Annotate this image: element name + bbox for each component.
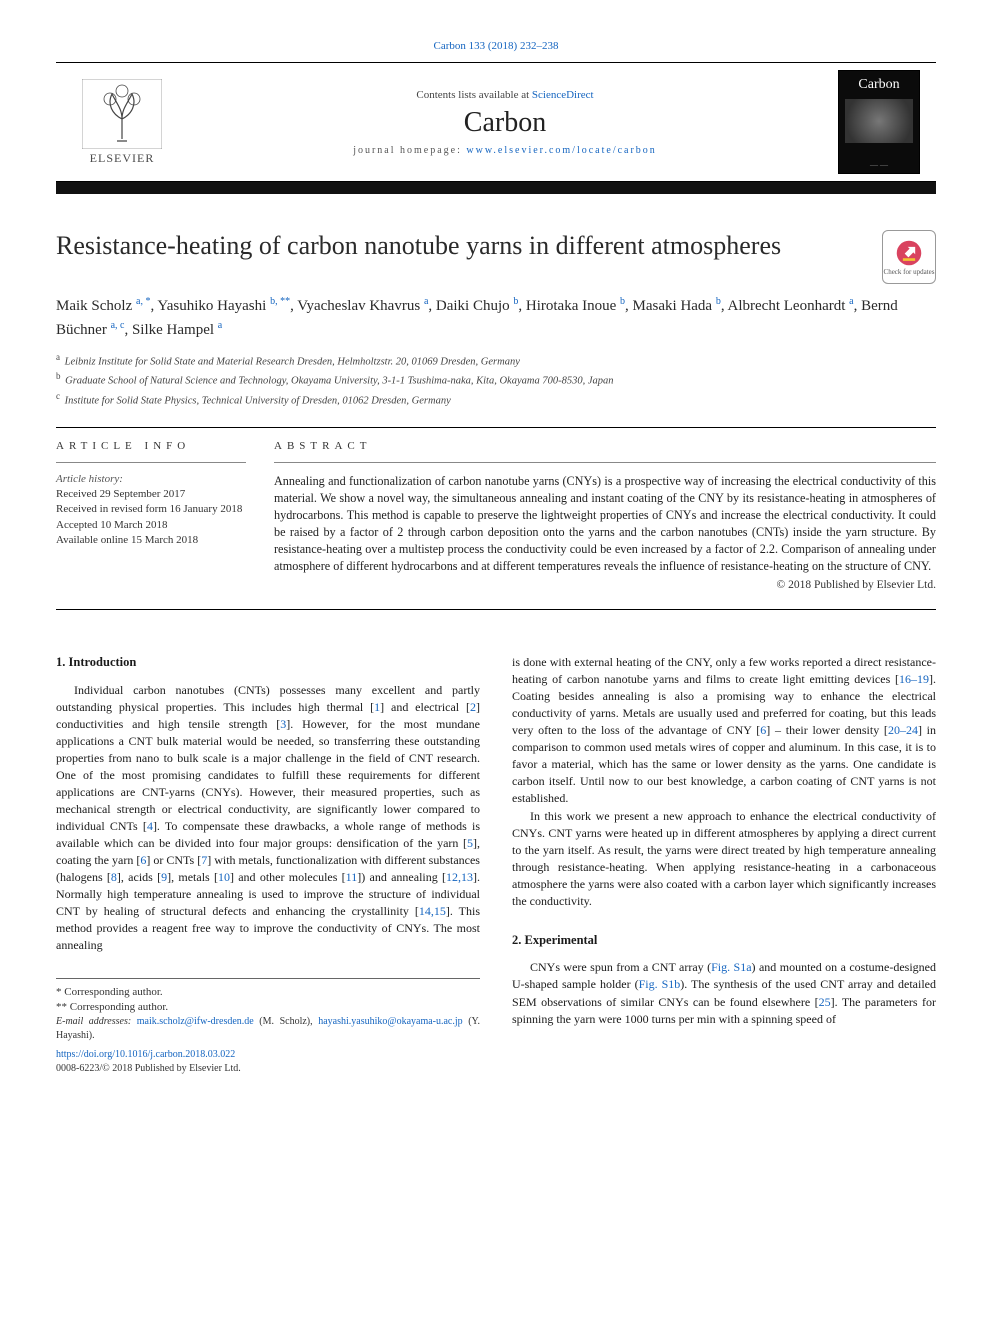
email-label: E-mail addresses: [56,1016,137,1027]
dark-bar [56,182,936,194]
contents-line: Contents lists available at ScienceDirec… [416,89,593,101]
issn-line: 0008-6223/© 2018 Published by Elsevier L… [56,1062,480,1076]
author-affiliation-sup: a [849,296,853,307]
affiliation-label: c [56,391,60,401]
cover-footer: — — [839,160,919,169]
info-abstract-row: ARTICLE INFO Article history: Received 2… [56,440,936,591]
fig-s1b-link[interactable]: Fig. S1b [639,977,681,991]
author-affiliation-sup: a, c [111,320,125,331]
affiliation-label: b [56,371,61,381]
author: Silke Hampel a [132,322,222,338]
author: Maik Scholz a, * [56,298,150,314]
author: Vyacheslav Khavrus a [297,298,428,314]
doi-line: https://doi.org/10.1016/j.carbon.2018.03… [56,1048,480,1062]
section-head-intro: 1. Introduction [56,654,480,672]
affiliation-label: a [56,352,60,362]
contents-prefix: Contents lists available at [416,89,531,101]
journal-cover: Carbon — — [838,70,920,174]
history-item: Received 29 September 2017 [56,487,246,502]
cover-image [845,99,913,143]
section-head-experimental: 2. Experimental [512,932,936,950]
elsevier-tree-icon [82,79,162,149]
corresponding-star: , ** [275,296,290,307]
ref-14-15[interactable]: 14,15 [419,904,446,918]
body-columns: 1. Introduction Individual carbon nanotu… [56,654,936,1076]
check-updates-badge[interactable]: Check for updates [882,230,936,284]
corresponding-star: , * [140,296,150,307]
homepage-line: journal homepage: www.elsevier.com/locat… [353,145,657,156]
banner-center: Contents lists available at ScienceDirec… [172,89,838,156]
col2-paragraph-1: is done with external heating of the CNY… [512,654,936,807]
footnotes: * Corresponding author. ** Corresponding… [56,978,480,1042]
corresponding-2: ** Corresponding author. [56,1000,480,1015]
citation-link[interactable]: Carbon 133 (2018) 232–238 [434,40,559,52]
check-updates-label: Check for updates [884,269,935,276]
author-affiliation-sup: a [218,320,222,331]
affiliation: a Leibniz Institute for Solid State and … [56,351,936,370]
history-head: Article history: [56,473,246,485]
page: Carbon 133 (2018) 232–238 ELSEVIER Conte… [0,0,992,1125]
history-list: Received 29 September 2017Received in re… [56,487,246,549]
history-item: Accepted 10 March 2018 [56,518,246,533]
author: Masaki Hada b [633,298,721,314]
abstract: ABSTRACT Annealing and functionalization… [274,440,936,591]
author: Daiki Chujo b [436,298,519,314]
history-item: Received in revised form 16 January 2018 [56,502,246,517]
ref-20-24[interactable]: 20–24 [888,723,918,737]
info-rule [56,462,246,463]
fig-s1a-link[interactable]: Fig. S1a [711,960,751,974]
article-info: ARTICLE INFO Article history: Received 2… [56,440,246,591]
ref-11[interactable]: 11 [346,870,358,884]
ref-10[interactable]: 10 [218,870,230,884]
ref-12-13[interactable]: 12,13 [446,870,473,884]
check-updates-icon [895,239,923,267]
ref-16-19[interactable]: 16–19 [899,672,929,686]
abstract-copyright: © 2018 Published by Elsevier Ltd. [274,579,936,591]
author-affiliation-sup: b [620,296,625,307]
abstract-body: Annealing and functionalization of carbo… [274,473,936,575]
author: Albrecht Leonhardt a [728,298,854,314]
abstract-rule [274,462,936,463]
column-left: 1. Introduction Individual carbon nanotu… [56,654,480,1076]
rule-bottom [56,609,936,610]
authors-line: Maik Scholz a, *, Yasuhiko Hayashi b, **… [56,294,936,341]
affiliations: a Leibniz Institute for Solid State and … [56,351,936,409]
history-item: Available online 15 March 2018 [56,533,246,548]
author-affiliation-sup: b [513,296,518,307]
email-1[interactable]: maik.scholz@ifw-dresden.de [137,1016,254,1027]
intro-paragraph: Individual carbon nanotubes (CNTs) posse… [56,682,480,955]
cover-title: Carbon [839,77,919,93]
publisher-logo: ELSEVIER [72,72,172,172]
rule-top [56,427,936,428]
affiliation: b Graduate School of Natural Science and… [56,370,936,389]
author: Yasuhiko Hayashi b, ** [157,298,290,314]
article-title: Resistance-heating of carbon nanotube ya… [56,230,781,261]
experimental-paragraph: CNYs were spun from a CNT array (Fig. S1… [512,959,936,1027]
sciencedirect-link[interactable]: ScienceDirect [532,89,594,101]
journal-banner: ELSEVIER Contents lists available at Sci… [56,62,936,182]
author-affiliation-sup: b [716,296,721,307]
doi-link[interactable]: https://doi.org/10.1016/j.carbon.2018.03… [56,1049,235,1060]
affiliation: c Institute for Solid State Physics, Tec… [56,390,936,409]
homepage-link[interactable]: www.elsevier.com/locate/carbon [466,145,656,156]
author: Hirotaka Inoue b [526,298,625,314]
abstract-head: ABSTRACT [274,440,936,456]
author-affiliation-sup: a [424,296,428,307]
email-2[interactable]: hayashi.yasuhiko@okayama-u.ac.jp [318,1016,462,1027]
email-line: E-mail addresses: maik.scholz@ifw-dresde… [56,1015,480,1042]
corresponding-1: * Corresponding author. [56,985,480,1000]
journal-name: Carbon [464,107,546,139]
citation-line[interactable]: Carbon 133 (2018) 232–238 [56,40,936,52]
ref-25[interactable]: 25 [819,995,831,1009]
article-info-head: ARTICLE INFO [56,440,246,456]
column-right: is done with external heating of the CNY… [512,654,936,1076]
col2-paragraph-2: In this work we present a new approach t… [512,808,936,910]
homepage-prefix: journal homepage: [353,145,466,156]
publisher-name: ELSEVIER [90,151,155,166]
